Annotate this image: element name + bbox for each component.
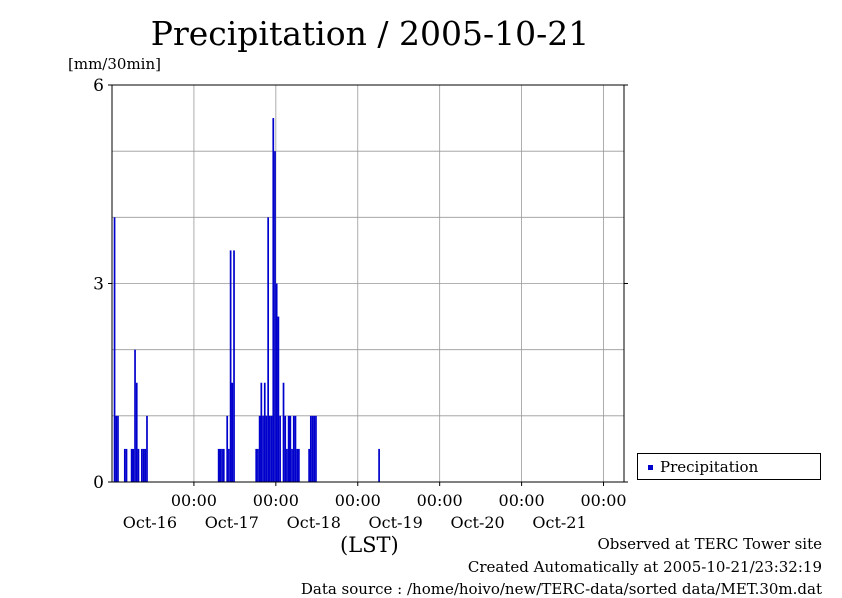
precip-bar xyxy=(263,382,266,482)
precip-bar xyxy=(291,448,293,482)
chart-title: Precipitation / 2005-10-21 xyxy=(150,14,590,53)
x-tick-date: Oct-16 xyxy=(123,513,177,532)
precip-bar xyxy=(222,448,225,482)
precip-bar xyxy=(284,415,287,482)
precip-bar xyxy=(292,415,295,482)
precip-bar xyxy=(134,349,136,482)
footer-source: Data source : /home/hoivo/new/TERC-data/… xyxy=(300,580,822,598)
tick-layer: 0 3 6 00:00 Oct-16 00:00 Oct-17 00:00 Oct-18 00:0… xyxy=(93,76,628,532)
precip-bar xyxy=(233,250,235,482)
precip-bar xyxy=(141,448,143,482)
precip-bar xyxy=(294,415,297,482)
footer-site: Observed at TERC Tower site xyxy=(597,535,822,553)
x-tick-time: 00:00 xyxy=(499,491,545,510)
precip-bar xyxy=(267,217,270,483)
precip-bar xyxy=(277,316,280,482)
precip-bar xyxy=(144,448,147,482)
precip-bar xyxy=(275,283,278,482)
precip-bar xyxy=(221,448,223,482)
precip-bar xyxy=(115,415,118,482)
precip-bar xyxy=(274,151,276,482)
precip-bar xyxy=(311,415,314,482)
x-tick-date: Oct-18 xyxy=(287,513,341,532)
precip-bar xyxy=(219,448,222,482)
precip-bar xyxy=(113,217,116,483)
precip-bar xyxy=(137,448,140,482)
x-tick-time: 00:00 xyxy=(253,491,299,510)
x-tick-time: 00:00 xyxy=(335,491,381,510)
x-tick-time: 00:00 xyxy=(171,491,217,510)
precip-bar xyxy=(226,415,229,482)
bar-layer xyxy=(113,118,380,483)
x-axis-label: (LST) xyxy=(340,533,399,557)
precip-bar xyxy=(260,382,263,482)
y-tick-label: 3 xyxy=(93,275,104,295)
precip-bar xyxy=(269,415,271,482)
precip-bar xyxy=(228,448,230,482)
precip-bar xyxy=(298,448,300,482)
precip-bar xyxy=(229,250,232,482)
x-tick-date: Oct-19 xyxy=(369,513,423,532)
precip-bar xyxy=(282,382,285,482)
precip-bar xyxy=(142,448,145,482)
x-tick-time: 00:00 xyxy=(417,491,463,510)
grid-layer xyxy=(112,85,624,482)
precip-bar xyxy=(270,415,273,482)
x-tick-date: Oct-20 xyxy=(450,513,504,532)
x-tick-date: Oct-17 xyxy=(205,513,259,532)
precip-bar xyxy=(135,382,138,482)
legend-label: Precipitation xyxy=(660,458,759,476)
precip-bar xyxy=(132,448,135,482)
precip-bar xyxy=(296,448,299,482)
x-tick-time: 00:00 xyxy=(580,491,626,510)
precip-bar xyxy=(315,415,317,482)
precip-bar xyxy=(123,448,126,482)
x-tick-date: Oct-21 xyxy=(532,513,586,532)
precip-bar xyxy=(272,118,275,482)
precip-bar xyxy=(286,448,288,482)
y-tick-label: 6 xyxy=(93,76,104,96)
precip-bar xyxy=(313,415,316,482)
precip-bar xyxy=(378,448,380,482)
precip-bar xyxy=(289,415,292,482)
precip-bar xyxy=(217,448,220,482)
legend-swatch xyxy=(648,465,653,470)
footer-created: Created Automatically at 2005-10-21/23:3… xyxy=(467,558,822,576)
precip-bar xyxy=(287,415,290,482)
precip-bar xyxy=(125,448,128,482)
precip-bar xyxy=(255,448,258,482)
precip-bar xyxy=(117,415,119,482)
y-tick-label: 0 xyxy=(93,473,104,493)
precip-bar xyxy=(258,415,261,482)
legend: Precipitation xyxy=(637,453,821,480)
plot-frame xyxy=(111,84,625,483)
precip-bar xyxy=(231,382,234,482)
precip-bar xyxy=(265,415,268,482)
precip-bar xyxy=(308,448,310,482)
precip-bar xyxy=(257,448,259,482)
precip-bar xyxy=(262,415,264,482)
precip-bar xyxy=(279,415,281,482)
precip-bar xyxy=(309,415,312,482)
y-unit-label: [mm/30min] xyxy=(68,55,161,73)
precip-bar xyxy=(146,415,148,482)
precip-bar xyxy=(130,448,133,482)
